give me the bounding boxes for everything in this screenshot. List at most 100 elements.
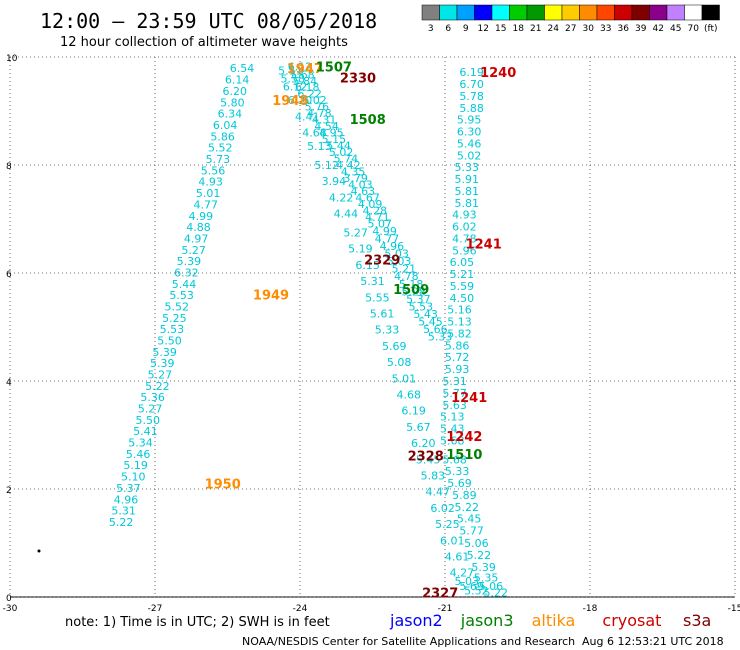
wave-height-value: 4.96 [114,493,139,506]
satellite-pass-labels: 1947 1948 1949 1950 1507 1508 1509 1510 2330 2329… [205,61,517,602]
colorbar-swatch [561,4,580,21]
wave-height-value: 5.81 [455,185,480,198]
wave-height-value: 5.22 [455,501,480,514]
wave-height-value: 4.68 [302,127,327,140]
wave-height-value: 5.96 [452,244,477,257]
colorbar-label: 42 [653,24,664,34]
wave-height-value: 5.21 [450,268,475,281]
colorbar-swatch [439,4,458,21]
legend-altika: altika [532,611,576,630]
wave-height-value: 5.68 [440,434,465,447]
wave-height-value: 5.43 [413,308,438,321]
wave-height-value: 6.04 [213,119,238,132]
wave-height-value: 5.15 [322,133,347,146]
legend-s3a: s3a [683,611,711,630]
y-tick-label: 0 [6,594,12,604]
wave-height-value: 6.20 [223,85,248,98]
wave-height-value: 4.71 [365,211,390,224]
wave-height-value: 6.70 [459,78,484,91]
pass-time-label: 1240 [480,66,516,81]
wave-height-value: 4.42 [336,159,361,172]
wave-height-value: 5.16 [447,304,472,317]
wave-height-value: 5.41 [133,425,158,438]
wave-height-value: 5.31 [442,375,467,388]
wave-height-value: 5.33 [445,465,470,478]
wave-height-value: 4.68 [397,389,422,402]
wave-height-value: 5.74 [334,153,359,166]
colorbar-label: 45 [670,24,681,34]
legend-jason2: jason2 [389,611,443,630]
x-tick-label: -27 [148,604,163,614]
wave-height-value: 5.69 [447,477,472,490]
colorbar-swatch [631,4,650,21]
wave-height-value: 5.77 [442,387,467,400]
wave-height-value: 5.89 [452,489,477,502]
wave-height-value: 6.32 [174,266,199,279]
wave-height-value: 5.01 [196,187,221,200]
colorbar-swatch [474,4,493,21]
wave-height-value: 4.41 [295,110,320,123]
wave-height-value: 5.25 [435,518,460,531]
wave-height-value: 5.53 [169,289,194,302]
wave-height-value: 4.88 [186,221,211,234]
wave-height-value: 5.61 [370,308,395,321]
wave-height-value: 5.22 [109,516,134,529]
footer-timestamp: Aug 6 12:53:21 UTC 2018 [582,635,724,648]
footer-note: note: 1) Time is in UTC; 2) SWH is in fe… [65,615,330,630]
wave-height-value: 5.72 [445,351,470,364]
colorbar-label: (ft) [704,24,718,34]
wave-height-value: 4.28 [363,204,388,217]
wave-height-value: 6.20 [411,437,436,450]
wave-height-value: 5.52 [208,142,233,155]
y-tick-label: 6 [6,270,12,280]
colorbar-swatch [544,4,563,21]
colorbar-label: 18 [513,24,525,34]
wave-height-value: 4.27 [450,567,475,580]
pass-time-label: 1508 [350,113,386,128]
colorbar-swatch [491,4,510,21]
colorbar-swatch [614,4,633,21]
wave-height-value: 4.93 [452,209,477,222]
wave-height-value: 4.95 [319,127,344,140]
wave-height-value: 5.31 [360,275,385,288]
wave-height-value: 5.45 [416,453,441,466]
wave-height-value: 5.52 [464,585,489,598]
wave-height-value: 5.03 [384,248,409,261]
wave-height-value: 6.18 [295,81,320,94]
wave-height-value: 6.54 [230,62,255,75]
x-tick-label: -24 [293,604,308,614]
colorbar-swatch [579,4,598,21]
colorbar-label: 33 [600,24,611,34]
wave-height-value: 5.83 [421,470,446,483]
wave-height-value: 5.39 [177,255,202,268]
wave-height-value: 4.93 [198,176,223,189]
colorbar-label: 70 [688,24,700,34]
footer-credit: NOAA/NESDIS Center for Satellite Applica… [242,635,575,648]
wave-height-value: 4.22 [329,191,354,204]
wave-height-value: 5.25 [162,312,187,325]
wave-height-value: 4.54 [314,120,339,133]
wave-height-value: 4.77 [194,198,219,211]
wave-height-value: 5.53 [160,323,185,336]
colorbar-label: 21 [530,24,541,34]
wave-height-value: 4.61 [445,551,470,564]
stray-dot [37,549,41,553]
wave-height-value: 6.22 [297,88,322,101]
legend-cryosat: cryosat [602,611,661,630]
wave-height-value: 5.73 [206,153,231,166]
pass-time-label: 1947 [287,62,323,77]
y-tick-label: 10 [6,54,18,64]
pass-time-label: 1509 [393,283,429,298]
wave-height-value: 6.19 [401,405,426,418]
wave-height-value: 5.39 [471,561,496,574]
wave-height-value: 5.02 [457,149,482,162]
colorbar-label: 12 [478,24,489,34]
wave-height-value: 5.43 [440,423,465,436]
wave-height-value: 5.33 [455,161,480,174]
wave-height-value: 5.93 [445,363,470,376]
wave-height-value: 5.37 [116,482,141,495]
wave-height-value: 5.12 [314,159,339,172]
wave-height-value: 5.69 [459,580,484,593]
wave-height-value: 5.27 [343,227,368,240]
wave-height-value: 5.02 [329,146,354,159]
